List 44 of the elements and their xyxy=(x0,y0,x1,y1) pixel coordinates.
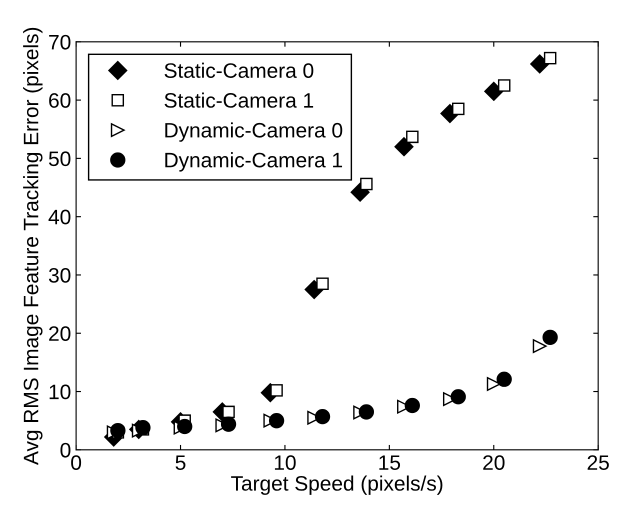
legend-label: Dynamic-Camera 1 xyxy=(165,152,342,172)
y-tick-label: 60 xyxy=(49,93,70,108)
x-axis-title: Target Speed (pixels/s) xyxy=(231,475,442,495)
point xyxy=(406,130,419,144)
point xyxy=(486,377,501,391)
point xyxy=(358,404,374,420)
legend-label: Dynamic-Camera 0 xyxy=(165,122,342,142)
point xyxy=(110,422,126,438)
point xyxy=(544,52,556,64)
point xyxy=(314,408,330,424)
point xyxy=(498,79,510,92)
point xyxy=(530,54,550,74)
legend-label: Static-Camera 1 xyxy=(164,92,314,108)
point xyxy=(404,398,420,414)
point xyxy=(316,277,329,290)
x-tick-label: 25 xyxy=(588,455,609,470)
point xyxy=(484,82,504,101)
x-tick-label: 10 xyxy=(274,455,296,470)
point xyxy=(222,406,235,418)
x-tick-label: 15 xyxy=(379,455,400,470)
y-axis-title: Avg RMS Image Feature Tracking Error (pixels) xyxy=(23,28,43,465)
point xyxy=(394,137,414,156)
x-tick-label: 0 xyxy=(71,455,82,470)
y-tick-label: 50 xyxy=(48,151,70,166)
point xyxy=(450,389,466,404)
point xyxy=(532,339,547,354)
point xyxy=(496,372,512,387)
y-tick-label: 20 xyxy=(49,326,70,341)
point xyxy=(268,413,284,428)
point xyxy=(360,178,373,190)
y-tick-label: 30 xyxy=(48,268,70,283)
point xyxy=(220,416,236,432)
point xyxy=(270,384,283,397)
point xyxy=(135,420,151,436)
x-tick-label: 5 xyxy=(176,455,186,470)
point xyxy=(452,102,465,116)
point xyxy=(542,330,558,345)
y-tick-label: 40 xyxy=(48,210,70,224)
legend-label: Static-Camera 0 xyxy=(164,62,314,78)
point xyxy=(177,418,192,434)
y-tick-label: 0 xyxy=(60,442,70,458)
y-tick-label: 10 xyxy=(50,384,70,400)
x-tick-label: 20 xyxy=(483,455,505,470)
y-tick-label: 70 xyxy=(49,34,70,50)
